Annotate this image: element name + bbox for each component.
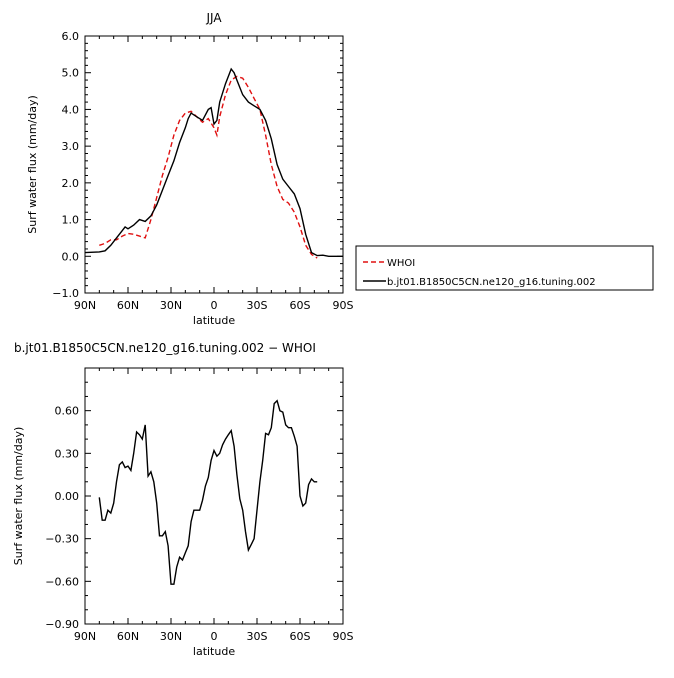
x-axis-label: latitude <box>193 314 235 327</box>
y-tick-label: 0.0 <box>62 250 80 263</box>
x-tick-label: 30N <box>160 299 182 312</box>
panel-bottom: b.jt01.B1850C5CN.ne120_g16.tuning.002 − … <box>12 341 354 658</box>
x-tick-label: 60S <box>290 299 311 312</box>
x-tick-label: 0 <box>211 299 218 312</box>
x-tick-label: 30S <box>247 299 268 312</box>
chart-title: JJA <box>205 11 222 25</box>
series-line-b-jt01-b1850c5cn-ne120-g16-tuning-002 <box>84 67 343 257</box>
x-tick-label: 90N <box>74 630 96 643</box>
x-tick-label: 0 <box>211 630 218 643</box>
y-tick-label: 0.30 <box>55 447 80 460</box>
y-tick-label: −1.0 <box>52 287 79 300</box>
x-tick-label: 30N <box>160 630 182 643</box>
plot-frame <box>84 35 344 294</box>
y-tick-label: 1.0 <box>62 214 80 227</box>
y-tick-label: 0.60 <box>55 405 80 418</box>
x-tick-label: 60S <box>290 630 311 643</box>
x-tick-label: 60N <box>117 630 139 643</box>
legend-box <box>355 245 654 291</box>
x-tick-label: 30S <box>247 630 268 643</box>
x-tick-label: 90S <box>333 299 354 312</box>
plot-frame <box>84 367 344 625</box>
panel-top: JJA 90N 60N 30N 0 30S 60S 90S −1.0 0.0 1.0 2.0 3.0 4.… <box>26 11 354 327</box>
x-tick-label: 90S <box>333 630 354 643</box>
x-axis-label: latitude <box>193 645 235 658</box>
y-tick-label: −0.30 <box>45 533 79 546</box>
x-tick-label: 60N <box>117 299 139 312</box>
x-tick-label: 90N <box>74 299 96 312</box>
y-tick-label: 4.0 <box>62 103 80 116</box>
series-line-whoi <box>99 75 318 259</box>
y-axis-label: Surf water flux (mm/day) <box>26 95 39 234</box>
y-tick-label: −0.90 <box>45 618 79 631</box>
y-tick-label: 5.0 <box>62 67 80 80</box>
y-tick-label: −0.60 <box>45 575 79 588</box>
chart-title: b.jt01.B1850C5CN.ne120_g16.tuning.002 − … <box>14 341 316 355</box>
y-tick-label: 2.0 <box>62 177 80 190</box>
series-line-difference <box>98 399 318 585</box>
y-axis-label: Surf water flux (mm/day) <box>12 427 25 566</box>
legend-label: WHOI <box>387 258 415 269</box>
y-tick-label: 0.00 <box>55 490 80 503</box>
legend: WHOI b.jt01.B1850C5CN.ne120_g16.tuning.00… <box>355 245 654 291</box>
y-tick-label: 6.0 <box>62 30 80 43</box>
y-tick-label: 3.0 <box>62 140 80 153</box>
legend-label: b.jt01.B1850C5CN.ne120_g16.tuning.002 <box>387 277 596 288</box>
